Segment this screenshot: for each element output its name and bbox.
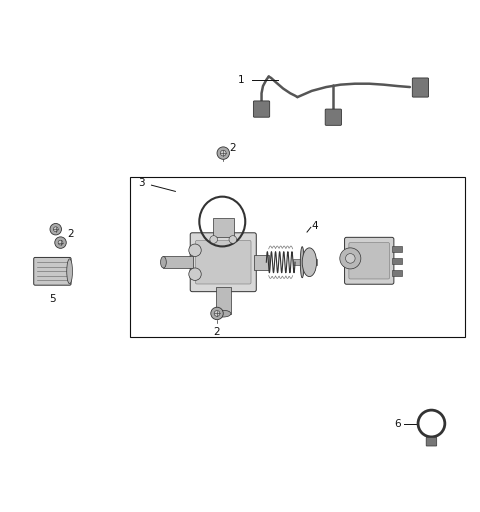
Ellipse shape <box>160 257 166 268</box>
Circle shape <box>50 223 61 235</box>
Bar <box>392 258 403 264</box>
Text: 5: 5 <box>49 294 56 304</box>
Circle shape <box>229 236 237 243</box>
FancyBboxPatch shape <box>426 437 437 446</box>
Text: 3: 3 <box>139 178 145 188</box>
Circle shape <box>220 150 226 156</box>
Circle shape <box>189 244 201 257</box>
Bar <box>216 287 231 314</box>
Circle shape <box>346 253 355 263</box>
FancyBboxPatch shape <box>195 241 251 284</box>
Circle shape <box>53 227 58 231</box>
Bar <box>293 260 317 265</box>
FancyBboxPatch shape <box>345 238 394 284</box>
Circle shape <box>340 248 361 269</box>
Text: 4: 4 <box>312 221 318 231</box>
Bar <box>343 256 352 266</box>
Circle shape <box>214 311 220 316</box>
FancyBboxPatch shape <box>325 109 341 125</box>
Bar <box>392 246 403 252</box>
Circle shape <box>211 307 223 319</box>
FancyBboxPatch shape <box>253 101 270 117</box>
Bar <box>163 257 193 268</box>
Text: 2: 2 <box>229 143 236 153</box>
Circle shape <box>217 147 229 159</box>
Circle shape <box>210 236 217 243</box>
Bar <box>392 270 403 275</box>
Text: 2: 2 <box>68 229 74 240</box>
Bar <box>254 254 269 270</box>
FancyBboxPatch shape <box>412 78 429 97</box>
Text: 6: 6 <box>395 418 401 429</box>
FancyBboxPatch shape <box>34 258 71 285</box>
Circle shape <box>55 237 66 248</box>
Circle shape <box>189 268 201 281</box>
Ellipse shape <box>67 259 72 284</box>
Ellipse shape <box>216 310 231 317</box>
Ellipse shape <box>300 247 304 278</box>
Bar <box>130 177 465 337</box>
Bar <box>213 218 234 237</box>
FancyBboxPatch shape <box>349 243 390 279</box>
Text: 2: 2 <box>214 327 220 337</box>
Ellipse shape <box>302 248 317 276</box>
Text: 1: 1 <box>238 75 245 85</box>
FancyBboxPatch shape <box>190 233 256 292</box>
Circle shape <box>58 240 63 245</box>
